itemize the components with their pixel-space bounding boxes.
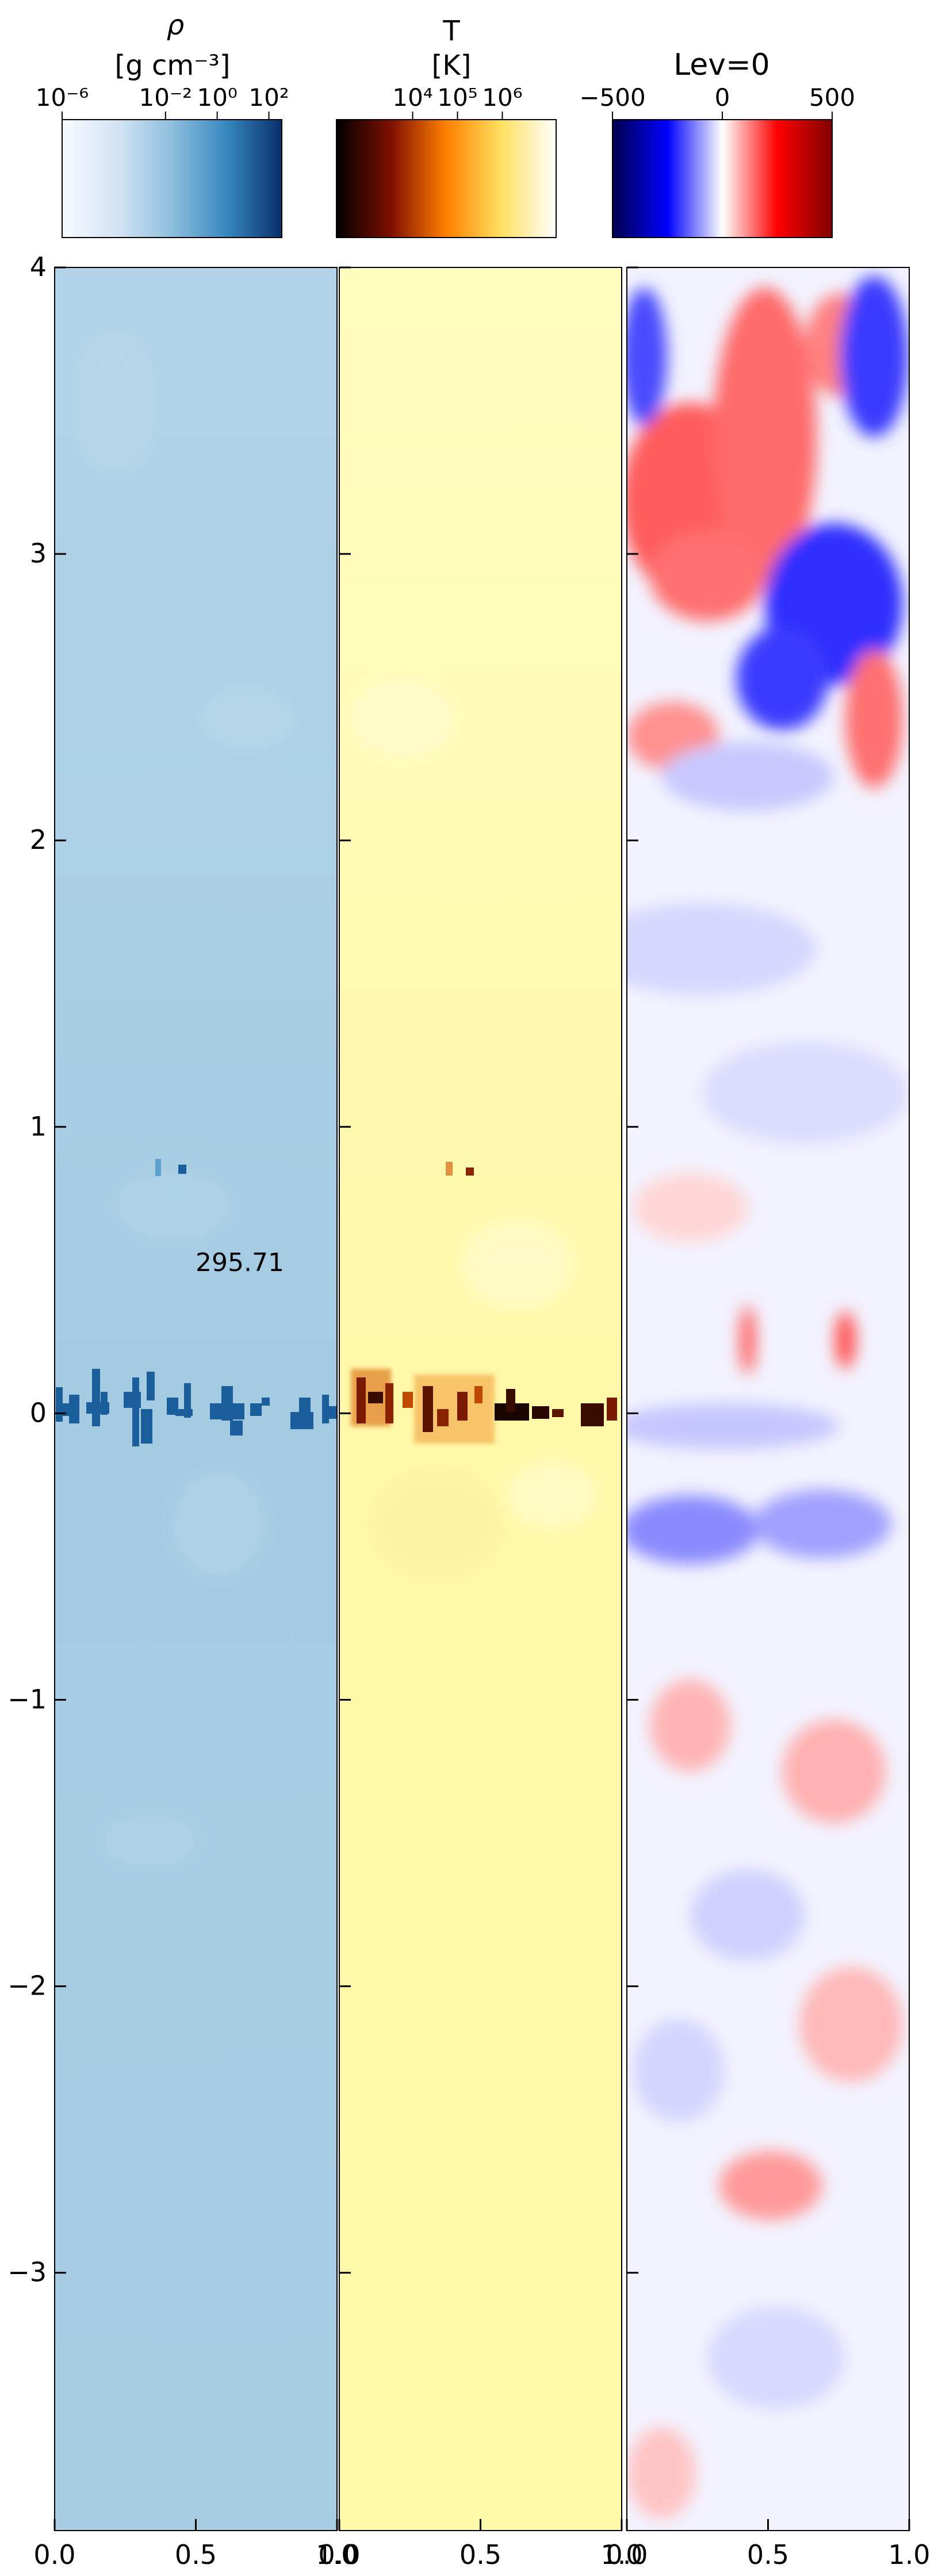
y-tick-label: 3 <box>30 538 47 569</box>
colorbar-title-velocity: Lev=0 <box>673 48 769 82</box>
y-tick-label: −2 <box>7 1970 47 2001</box>
colorbar-ticks: 10⁻⁶ 10⁻² 10⁰ 10² 10⁴ 10⁵ 10⁶ −500 0 500 <box>36 83 855 120</box>
x-tick-label: 1.0 <box>888 2539 930 2570</box>
temperature-cold-band <box>351 1162 617 1444</box>
colorbar-tick-label: 10² <box>248 83 289 112</box>
x-tick-label: 0.0 <box>33 2539 75 2570</box>
y-tick-label: −1 <box>7 1684 47 1715</box>
colorbar-unit-density: [g cm⁻³] <box>115 49 231 82</box>
x-tick-label: 1.0 <box>600 2539 642 2570</box>
x-tick-label: 0.5 <box>747 2539 789 2570</box>
y-tick-label: 1 <box>30 1111 47 1142</box>
colorbar-tick-label: −500 <box>579 83 645 112</box>
panel-density <box>55 267 337 2531</box>
x-tick-label: 0.5 <box>175 2539 217 2570</box>
x-tick-label: 0.0 <box>606 2539 648 2570</box>
panel-velocity <box>627 267 909 2531</box>
y-tick-label: 4 <box>30 251 47 282</box>
colorbar-tick-label: 10⁶ <box>482 83 522 112</box>
y-tick-label: −3 <box>7 2257 47 2288</box>
colorbar-unit-temperature: [K] <box>432 49 472 82</box>
y-tick-label: 2 <box>30 824 47 855</box>
panel-temperature <box>339 267 622 2531</box>
density-dense-band <box>56 1159 337 1446</box>
colorbar-temperature <box>336 119 557 238</box>
x-tick-label: 1.0 <box>316 2539 358 2570</box>
colorbar-tick-label: 10⁻⁶ <box>36 83 89 112</box>
annotation: 295.71 <box>196 1248 284 1277</box>
colorbar-density <box>62 119 282 238</box>
x-tick-label: 0.5 <box>459 2539 501 2570</box>
colorbar-tick-label: 10⁵ <box>437 83 477 112</box>
colorbar-title-density: ρ <box>167 9 184 41</box>
colorbar-tick-label: 0 <box>715 83 730 112</box>
colorbar-tick-label: 10⁴ <box>392 83 432 112</box>
colorbar-title-temperature: T <box>442 15 460 47</box>
colorbar-velocity <box>612 119 833 238</box>
colorbar-tick-label: 10⁻² <box>139 83 192 112</box>
y-tick-label: 0 <box>30 1397 47 1428</box>
x-tick-label: 0.0 <box>318 2539 360 2570</box>
colorbar-tick-label: 500 <box>809 83 855 112</box>
colorbar-tick-label: 10⁰ <box>197 83 238 112</box>
